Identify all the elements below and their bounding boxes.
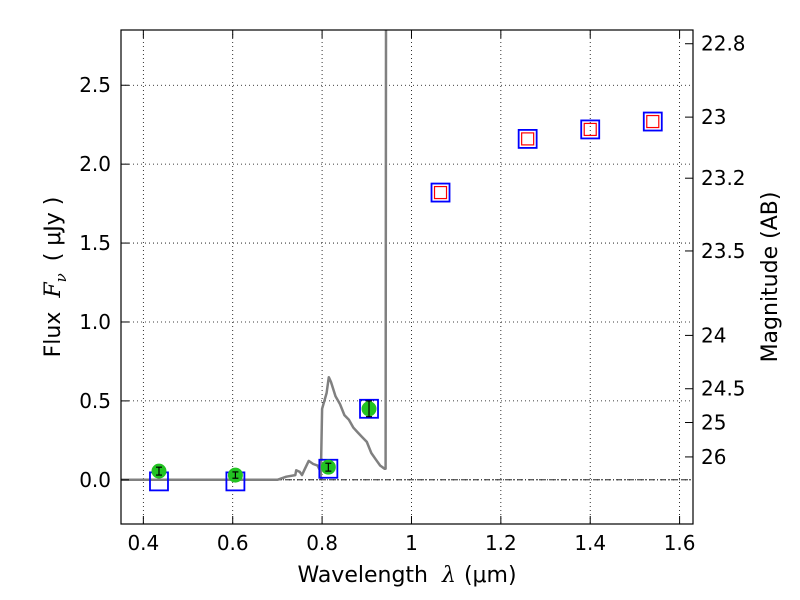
upper-limit-marker — [583, 122, 597, 137]
upper-limit-marker — [521, 132, 535, 146]
grid — [121, 30, 693, 524]
model-photometry-marker — [430, 182, 451, 203]
x-axis-label: Wavelength λ (μm) — [297, 563, 516, 588]
model-photometry-marker — [642, 111, 663, 132]
x-tick-label: 1.2 — [485, 531, 517, 555]
x-tick-label: 1 — [405, 531, 418, 555]
y2-tick-label: 24 — [701, 323, 726, 347]
axis-ticks: 0.4 0.6 0.8 1 1.2 1.4 1.6 0.0 0.5 1.0 1.5 2.0 2.5 22.… — [79, 30, 746, 555]
x-tick-label: 0.4 — [127, 531, 159, 555]
y-tick-label: 2.0 — [79, 152, 111, 176]
x-tick-label: 0.6 — [217, 531, 249, 555]
y-tick-label: 1.5 — [79, 231, 111, 255]
x-tick-label: 1.6 — [664, 531, 696, 555]
y-tick-label: 2.5 — [79, 73, 111, 97]
model-photometry-marker — [359, 398, 379, 419]
y2-tick-label: 23 — [701, 105, 726, 129]
y2-tick-label: 24.5 — [701, 377, 746, 401]
x-tick-label: 1.4 — [574, 531, 606, 555]
plot-frame — [120, 29, 694, 525]
x-tick-label: 0.8 — [306, 531, 338, 555]
y2-tick-label: 22.8 — [701, 32, 746, 56]
y2-tick-label: 26 — [701, 445, 726, 469]
model-spectrum-line — [121, 29, 388, 482]
upper-limit-marker — [433, 185, 448, 200]
model-photometry-marker — [580, 119, 601, 140]
y-tick-label: 0.0 — [79, 468, 111, 492]
y2-tick-label: 25 — [701, 411, 726, 435]
y-axis-label: FluxFν( μJy ) — [41, 197, 70, 358]
y2-tick-label: 23.2 — [701, 166, 746, 190]
y2-tick-label: 23.5 — [701, 239, 746, 263]
y2-axis-label: Magnitude (AB) — [758, 192, 783, 363]
model-photometry-marker — [517, 129, 538, 149]
y-tick-label: 1.0 — [79, 310, 111, 334]
plot-area — [121, 29, 693, 492]
upper-limit-marker — [646, 114, 660, 129]
y-tick-label: 0.5 — [79, 389, 111, 413]
